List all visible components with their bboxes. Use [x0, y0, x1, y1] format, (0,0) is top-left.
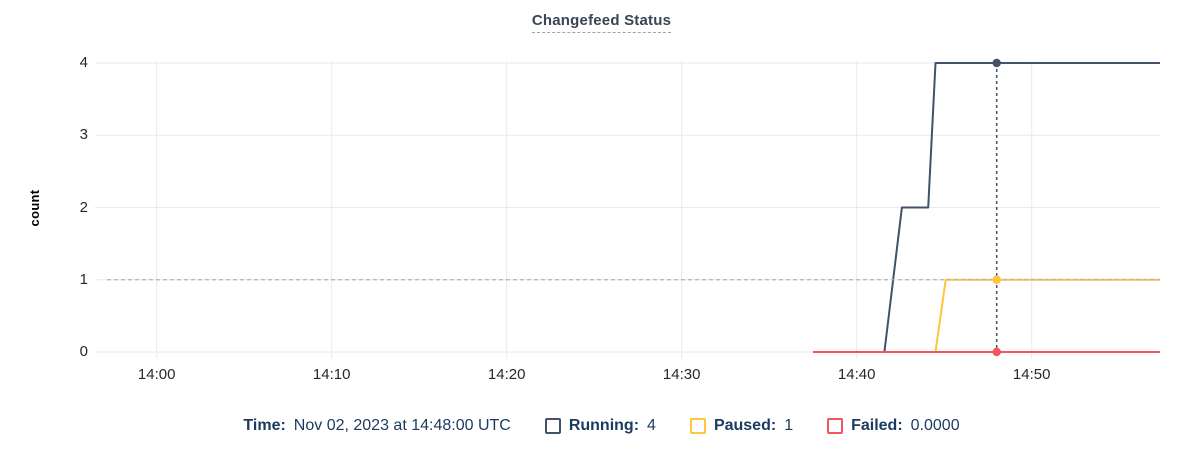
legend-paused-label: Paused:: [713, 417, 777, 434]
y-tick-label: 1: [79, 271, 88, 288]
hover-dot-paused: [992, 275, 1001, 284]
x-tick-label: 14:10: [312, 366, 351, 383]
y-tick-label: 2: [79, 198, 88, 216]
chart-legend: Time: Nov 02, 2023 at 14:48:00 UTC Runni…: [0, 417, 1203, 435]
x-tick-label: 14:50: [1012, 366, 1051, 383]
legend-swatch-paused-icon: [689, 418, 706, 434]
legend-paused-value: 1: [784, 417, 794, 434]
chart-title[interactable]: Changefeed Status: [531, 12, 672, 33]
x-tick-label: 14:30: [662, 366, 701, 383]
legend-time-group: Time: Nov 02, 2023 at 14:48:00 UTC: [243, 417, 510, 435]
x-tick-label: 14:40: [837, 366, 876, 383]
legend-item-failed: Failed: 0.0000: [827, 417, 960, 435]
legend-failed-value: 0.0000: [910, 417, 960, 434]
hover-dot-running: [992, 58, 1001, 68]
legend-time-value: Nov 02, 2023 at 14:48:00 UTC: [293, 417, 511, 434]
chart-title-row: Changefeed Status: [0, 12, 1203, 33]
changefeed-chart[interactable]: [0, 0, 1203, 405]
x-tick-label: 14:20: [487, 366, 526, 383]
legend-time-label: Time:: [243, 417, 286, 434]
legend-swatch-failed-icon: [827, 418, 844, 434]
hover-dot-failed: [992, 347, 1001, 357]
legend-swatch-running-icon: [544, 418, 561, 434]
legend-running-label: Running:: [568, 417, 640, 434]
x-tick-label: 14:00: [137, 366, 176, 383]
y-tick-label: 0: [79, 343, 88, 360]
y-tick-label: 3: [79, 126, 88, 143]
series-line-paused: [813, 278, 1160, 353]
legend-item-paused: Paused: 1: [689, 417, 794, 435]
y-tick-label: 4: [79, 54, 88, 71]
legend-failed-label: Failed:: [851, 417, 903, 434]
legend-item-running: Running: 4: [544, 417, 656, 435]
legend-running-value: 4: [647, 417, 656, 434]
